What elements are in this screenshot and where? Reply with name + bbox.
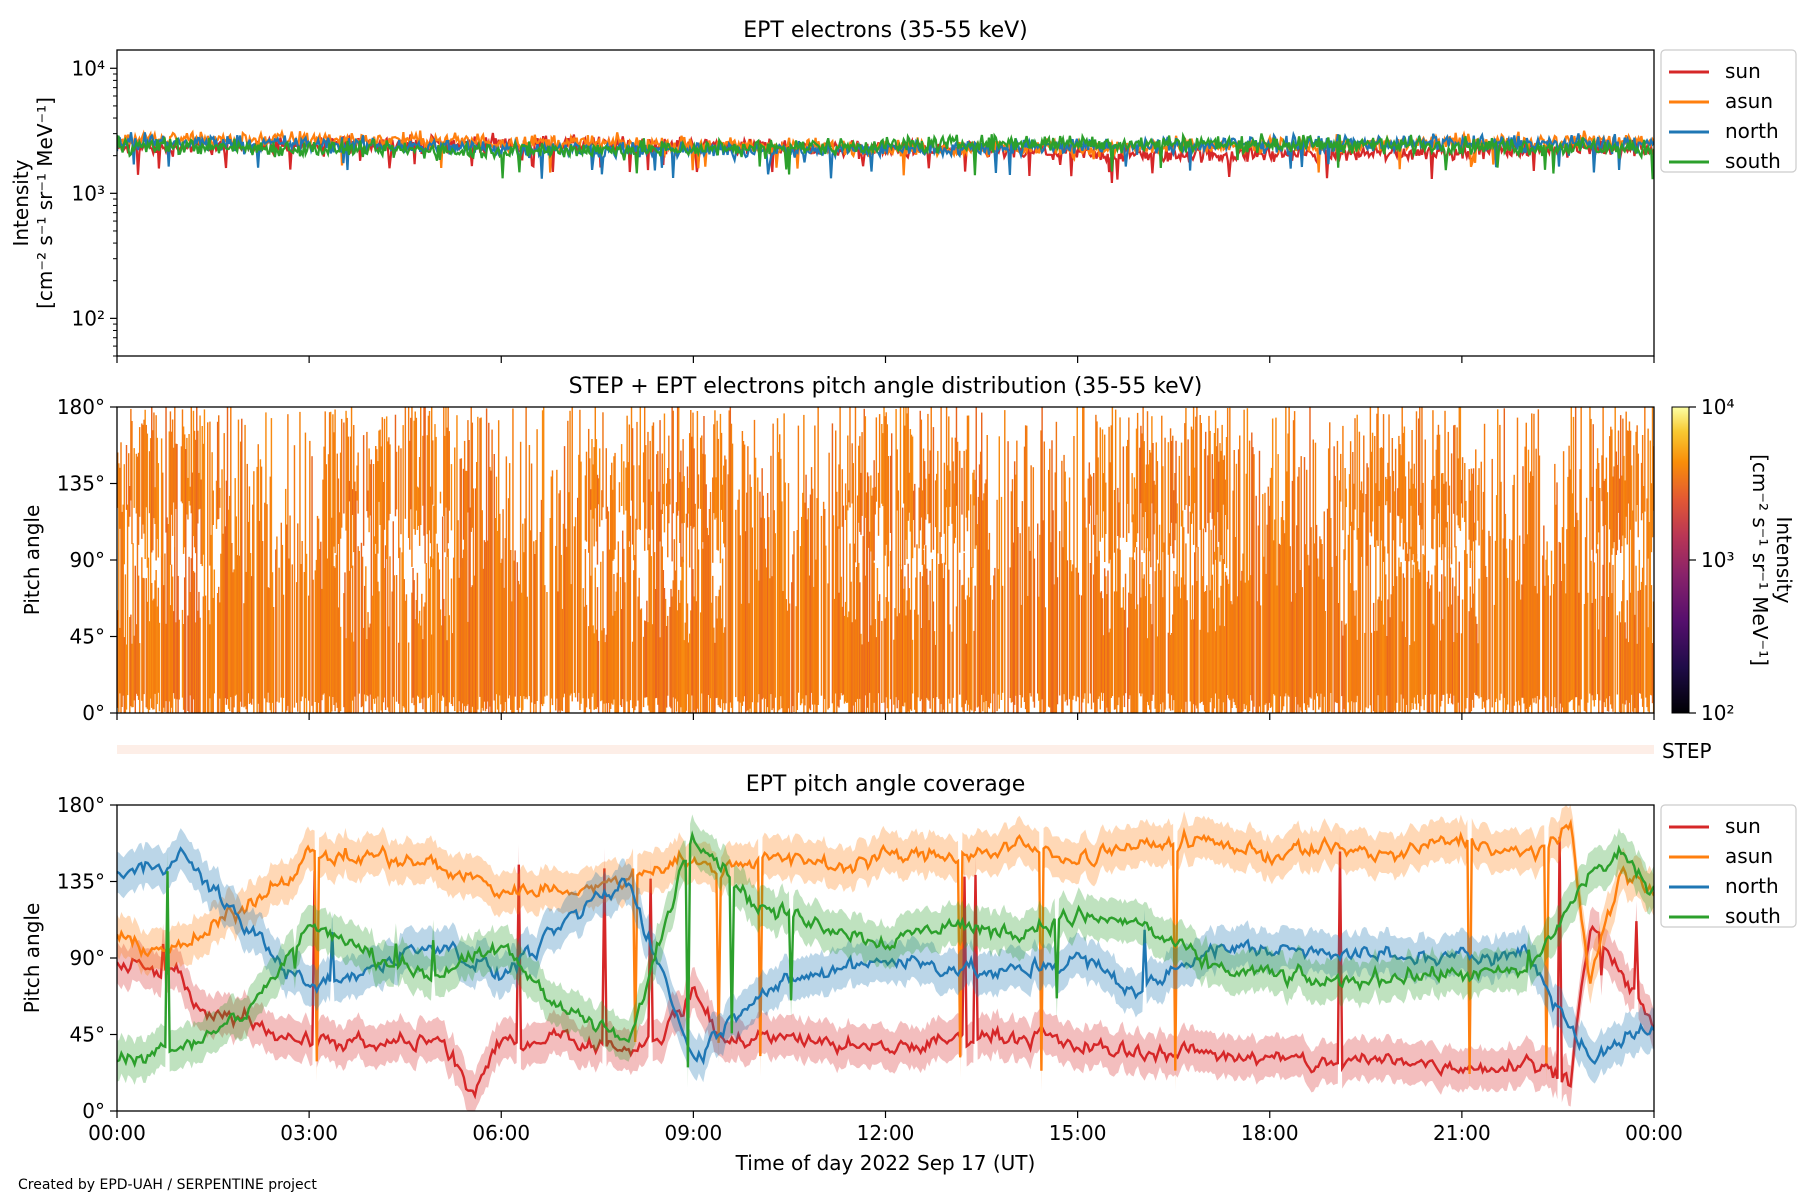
colorbar-tick-label: 10³ <box>1701 548 1734 572</box>
coverage-panel: 0° 45° 90° 135° 180° 00:00 03:00 06:00 09:00 12:0… <box>20 772 1683 1175</box>
pad-panel: 0° 45° 90° 135° 180° STEP + EPT electrons pit… <box>20 374 1655 725</box>
intensity-title: EPT electrons (35-55 keV) <box>743 18 1028 43</box>
coverage-line-asun <box>117 818 1654 1075</box>
coverage-title: EPT pitch angle coverage <box>746 772 1026 797</box>
step-strip-bar <box>117 745 1654 754</box>
colorbar-tick-label: 10² <box>1701 701 1734 725</box>
legend-label-north: north <box>1725 874 1779 898</box>
x-tick-label: 00:00 <box>88 1121 146 1145</box>
intensity-legend: sun asun north south <box>1660 49 1797 173</box>
colorbar-scale <box>1671 406 1690 714</box>
legend-frame <box>1660 804 1797 928</box>
y-tick-label: 10⁴ <box>72 56 105 80</box>
colorbar-label-line-2: [cm⁻² s⁻¹ sr⁻¹ MeV⁻¹] <box>1748 454 1772 666</box>
legend-label-sun: sun <box>1725 59 1761 83</box>
coverage-legend: sun asun north south <box>1660 804 1797 928</box>
y-tick-label: 135° <box>57 870 105 894</box>
legend-label-asun: asun <box>1725 89 1773 113</box>
footer-credit: Created by EPD-UAH / SERPENTINE project <box>18 1177 317 1193</box>
legend-label-north: north <box>1725 119 1779 143</box>
coverage-band-sun <box>117 816 1654 1111</box>
y-tick-label: 90° <box>70 946 105 970</box>
y-tick-label: 0° <box>82 1099 105 1123</box>
legend-label-south: south <box>1725 149 1781 173</box>
legend-label-sun: sun <box>1725 814 1761 838</box>
y-tick-label: 180° <box>57 395 105 419</box>
y-tick-label: 45° <box>70 1023 105 1047</box>
coverage-band-asun <box>117 805 1654 1095</box>
step-strip: STEP <box>117 739 1712 763</box>
x-tick-label: 06:00 <box>472 1121 530 1145</box>
pad-ylabel: Pitch angle <box>20 505 44 616</box>
ylabel-line-2: [cm⁻² s⁻¹ sr⁻¹ MeV⁻¹] <box>33 97 57 309</box>
intensity-lines <box>117 128 1654 184</box>
intensity-axes-frame <box>116 49 1655 357</box>
x-tick-label: 09:00 <box>665 1121 723 1145</box>
y-tick-label: 90° <box>70 548 105 572</box>
y-tick-label: 10³ <box>72 181 105 205</box>
legend-label-south: south <box>1725 904 1781 928</box>
coverage-band-north <box>117 828 1654 1084</box>
coverage-line-north <box>117 846 1654 1066</box>
y-tick-label: 180° <box>57 793 105 817</box>
coverage-line-south <box>117 830 1654 1069</box>
x-tick-label: 15:00 <box>1049 1121 1107 1145</box>
y-tick-label: 0° <box>82 701 105 725</box>
colorbar-label: Intensity[cm⁻² s⁻¹ sr⁻¹ MeV⁻¹] <box>1748 454 1796 666</box>
pad-title: STEP + EPT electrons pitch angle distrib… <box>569 374 1203 399</box>
coverage-xlabel: Time of day 2022 Sep 17 (UT) <box>735 1151 1036 1175</box>
legend-label-asun: asun <box>1725 844 1773 868</box>
y-tick-label: 45° <box>70 625 105 649</box>
x-tick-label: 18:00 <box>1241 1121 1299 1145</box>
colorbar-label-line-1: Intensity <box>1772 516 1796 603</box>
x-tick-label: 12:00 <box>857 1121 915 1145</box>
intensity-line-south <box>117 131 1654 180</box>
coverage-lines <box>117 805 1654 1111</box>
coverage-band-south <box>117 814 1654 1088</box>
x-tick-label: 00:00 <box>1625 1121 1683 1145</box>
colorbar: 10² 10³ 10⁴ Intensity[cm⁻² s⁻¹ sr⁻¹ MeV⁻¹] <box>1671 395 1796 725</box>
x-tick-label: 03:00 <box>280 1121 338 1145</box>
y-tick-label: 10² <box>72 306 105 330</box>
y-tick-label: 135° <box>57 472 105 496</box>
intensity-ylabel: Intensity [cm⁻² s⁻¹ sr⁻¹ MeV⁻¹] <box>9 97 57 309</box>
pad-bars <box>117 407 1655 713</box>
ylabel-line-1: Intensity <box>9 159 33 246</box>
coverage-line-sun <box>117 836 1654 1100</box>
coverage-ylabel: Pitch angle <box>20 903 44 1014</box>
colorbar-tick-label: 10⁴ <box>1701 395 1734 419</box>
x-tick-label: 21:00 <box>1433 1121 1491 1145</box>
intensity-panel: 10² 10³ 10⁴ EPT electrons (35-55 keV) Intens… <box>9 18 1655 363</box>
legend-frame <box>1660 49 1797 173</box>
step-strip-label: STEP <box>1662 739 1712 763</box>
